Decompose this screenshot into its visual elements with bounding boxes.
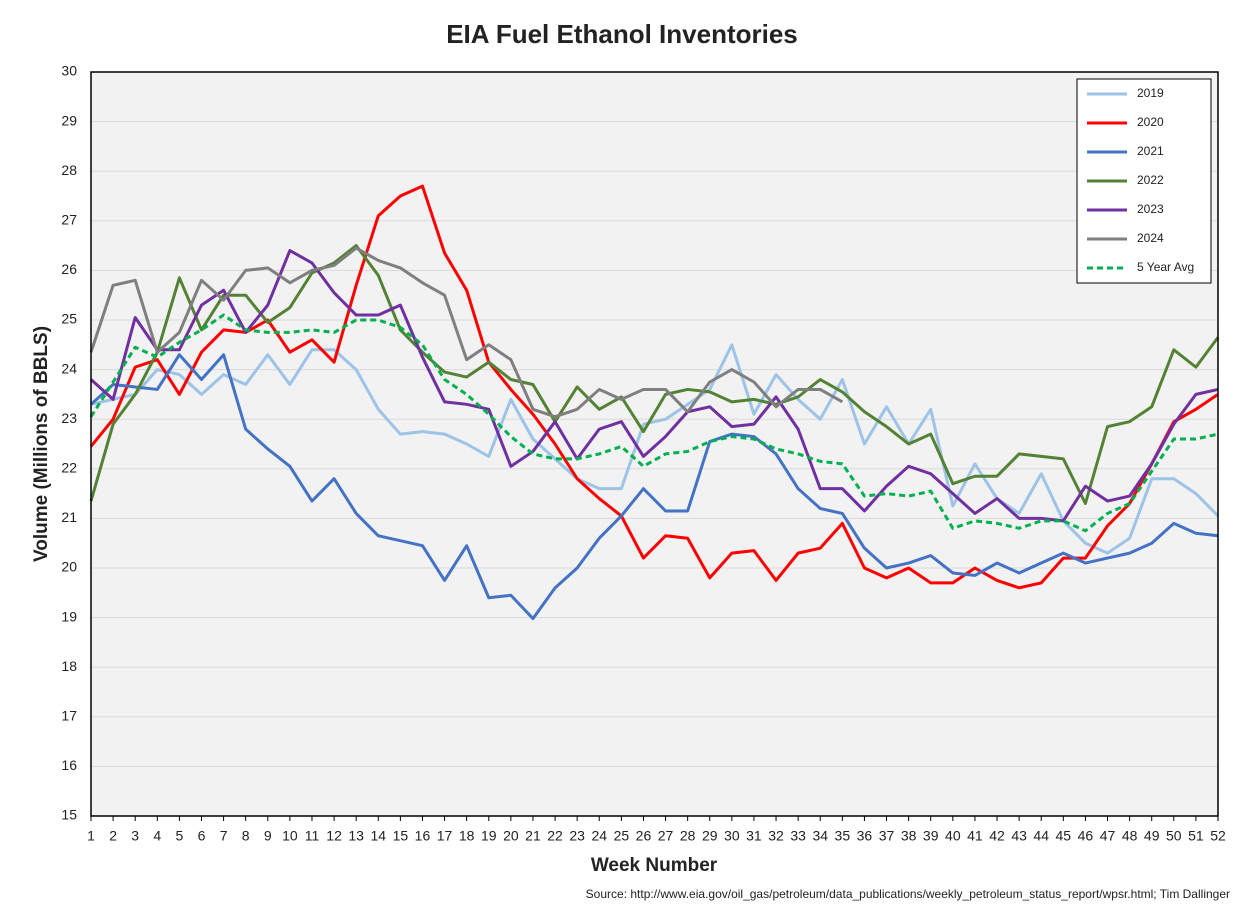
legend-label: 2024 (1137, 231, 1164, 245)
x-tick-label: 42 (989, 828, 1005, 844)
legend-label: 5 Year Avg (1137, 260, 1194, 274)
x-tick-label: 34 (812, 828, 828, 844)
x-tick-label: 14 (370, 828, 386, 844)
x-tick-label: 3 (131, 828, 139, 844)
x-tick-label: 6 (198, 828, 206, 844)
x-tick-label: 22 (547, 828, 563, 844)
plot-area (91, 72, 1218, 816)
x-tick-label: 40 (945, 828, 961, 844)
x-axis-label: Week Number (591, 855, 718, 876)
x-tick-label: 41 (967, 828, 983, 844)
x-tick-label: 30 (724, 828, 740, 844)
series-line (89, 246, 844, 419)
series-line (89, 249, 1219, 523)
x-tick-label: 47 (1100, 828, 1116, 844)
series-line (89, 353, 1219, 621)
x-tick-label: 2 (109, 828, 117, 844)
legend: 2019 2020 2021 2022 2023 2024 5 Year Avg (1076, 78, 1212, 284)
x-tick-label: 10 (282, 828, 298, 844)
y-tick-label: 15 (61, 807, 77, 823)
x-tick-label: 48 (1122, 828, 1138, 844)
x-tick-label: 25 (614, 828, 630, 844)
y-tick-label: 24 (61, 360, 77, 376)
y-tick-label: 25 (61, 311, 77, 327)
x-tick-label: 20 (503, 828, 519, 844)
source-note: Source: http://www.eia.gov/oil_gas/petro… (586, 887, 1230, 901)
legend-label: 2020 (1137, 115, 1164, 129)
y-tick-label: 16 (61, 757, 77, 773)
x-tick-label: 8 (242, 828, 250, 844)
x-tick-label: 9 (264, 828, 272, 844)
y-axis-label: Volume (Millions of BBLS) (31, 326, 52, 562)
legend-label: 2023 (1137, 202, 1164, 216)
x-tick-label: 23 (569, 828, 585, 844)
chart-title: EIA Fuel Ethanol Inventories (446, 19, 798, 49)
x-tick-label: 35 (835, 828, 851, 844)
x-tick-label: 38 (901, 828, 917, 844)
x-tick-label: 26 (636, 828, 652, 844)
y-tick-label: 30 (61, 63, 77, 79)
y-tick-label: 23 (61, 410, 77, 426)
series-line (89, 244, 1220, 506)
y-tick-label: 28 (61, 162, 77, 178)
x-tick-label: 5 (175, 828, 183, 844)
x-tick-label: 11 (305, 828, 320, 844)
plot-border (90, 71, 1219, 817)
x-tick-label: 4 (153, 828, 161, 844)
x-tick-label: 50 (1166, 828, 1182, 844)
y-tick-label: 19 (61, 608, 77, 624)
y-tick-label: 20 (61, 559, 77, 575)
x-tick-label: 16 (415, 828, 431, 844)
x-tick-label: 21 (525, 828, 541, 844)
x-tick-label: 28 (680, 828, 696, 844)
x-tick-label: 46 (1078, 828, 1094, 844)
y-tick-label: 26 (61, 261, 77, 277)
series-line (89, 313, 1219, 533)
x-tick-label: 31 (746, 828, 762, 844)
legend-label: 2019 (1137, 86, 1164, 100)
x-tick-label: 15 (393, 828, 409, 844)
x-tick-label: 18 (459, 828, 475, 844)
x-tick-label: 45 (1056, 828, 1072, 844)
x-tick-label: 49 (1144, 828, 1160, 844)
y-tick-label: 22 (61, 460, 77, 476)
x-tick-label: 1 (87, 828, 95, 844)
legend-label: 2021 (1137, 144, 1164, 158)
x-tick-label: 44 (1033, 828, 1049, 844)
y-tick-label: 29 (61, 112, 77, 128)
x-tick-label: 36 (857, 828, 873, 844)
x-tick-label: 27 (658, 828, 674, 844)
x-tick-label: 13 (348, 828, 364, 844)
x-tick-label: 32 (768, 828, 784, 844)
x-tick-label: 19 (481, 828, 497, 844)
y-tick-label: 17 (61, 708, 77, 724)
series-line (90, 343, 1220, 555)
x-tick-label: 17 (437, 828, 453, 844)
x-tick-label: 24 (591, 828, 607, 844)
x-tick-label: 29 (702, 828, 718, 844)
x-tick-label: 52 (1210, 828, 1226, 844)
series-line (89, 184, 1219, 590)
y-tick-label: 18 (61, 658, 77, 674)
x-tick-label: 7 (220, 828, 228, 844)
x-tick-label: 12 (326, 828, 342, 844)
x-tick-label: 39 (923, 828, 939, 844)
legend-label: 2022 (1137, 173, 1164, 187)
y-tick-label: 27 (61, 212, 77, 228)
x-tick-label: 33 (790, 828, 806, 844)
x-tick-label: 51 (1188, 828, 1204, 844)
x-tick-label: 37 (879, 828, 895, 844)
y-tick-label: 21 (61, 509, 77, 525)
x-tick-label: 43 (1011, 828, 1027, 844)
